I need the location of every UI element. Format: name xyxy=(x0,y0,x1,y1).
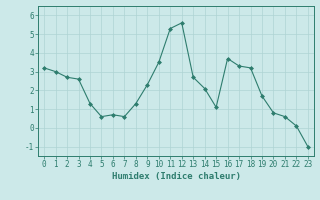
X-axis label: Humidex (Indice chaleur): Humidex (Indice chaleur) xyxy=(111,172,241,181)
